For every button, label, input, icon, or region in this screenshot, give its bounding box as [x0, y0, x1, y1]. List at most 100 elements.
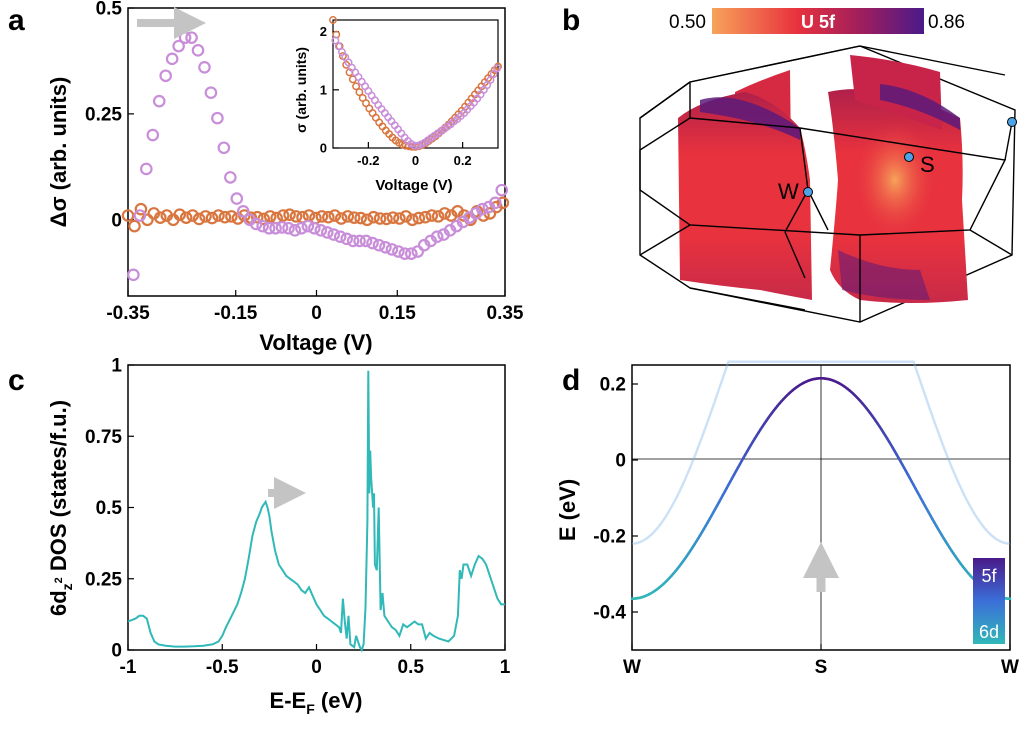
panel-a-violet-point: [206, 88, 216, 98]
panel-a-orange-point: [439, 208, 449, 218]
panel-a-violet-point: [322, 227, 332, 237]
panel-d-ytick-label: -0.2: [593, 527, 626, 548]
fermi-surface: [678, 55, 968, 303]
panel-d-xtick-label: W: [1001, 657, 1019, 678]
panel-a-violet-point: [303, 221, 313, 231]
panel-a-inset-ylabel: σ (arb. units): [293, 47, 309, 133]
panel-a-inset-xtick-label: 0.2: [454, 153, 472, 168]
panel-a-violet-point: [380, 242, 390, 252]
point-w-label: W: [778, 179, 799, 204]
panel-a-inset-xtick-label: -0.2: [357, 153, 379, 168]
panel-a-ylabel: Δσ (arb. units): [46, 77, 71, 228]
panel-a-violet-point: [283, 223, 293, 233]
colorbar-max-label: 0.86: [928, 12, 965, 33]
panel-a-violet-point: [329, 229, 339, 239]
colorbar-min-label: 0.50: [669, 12, 706, 33]
panel-c-ylabel: 6dz2 DOS (states/f.u.): [46, 400, 75, 616]
panel-a-inset-ytick-label: 1: [320, 82, 327, 97]
panel-c-ytick-label: 0.25: [85, 569, 122, 590]
panel-c-xlabel: E-EF (eV): [270, 688, 363, 717]
panel-c-ytick-label: 0.75: [85, 427, 122, 448]
panel-c-xtick-label: 1: [500, 657, 511, 678]
panel-a-orange-point: [330, 210, 340, 220]
panel-a-orange-point: [336, 213, 346, 223]
panel-d-xtick-label: S: [815, 657, 828, 678]
panel-label-b: b: [562, 4, 580, 37]
panel-a-violet-point: [316, 225, 326, 235]
panel-a-inset-xlabel: Voltage (V): [375, 177, 452, 194]
panel-c-xtick-label: 0.5: [398, 657, 425, 678]
panel-a-xtick-label: 0: [311, 303, 322, 324]
panel-a-violet-point: [219, 143, 229, 153]
panel-a-violet-point: [393, 246, 403, 256]
panel-d-ytick-label: -0.4: [593, 603, 626, 624]
panel-c-xtick-label: -1: [120, 657, 137, 678]
panel-a-violet-point: [367, 238, 377, 248]
panel-c: -1 -0.5 0 0.5 1 0 0.25 0.5 0.75 1 E-EF (eV) 6dz2 …: [46, 356, 511, 717]
panel-a-inset-xtick-label: 0: [412, 153, 419, 168]
panel-a-orange-point: [394, 213, 404, 223]
colorbar-title: U 5f: [801, 12, 836, 32]
panel-a-violet-point: [225, 172, 235, 182]
panel-a-violet-point: [167, 54, 177, 64]
panel-a-inset-ytick-label: 0: [320, 141, 327, 156]
panel-a-xtick-label: 0.35: [487, 303, 524, 324]
panel-a-orange-point: [129, 221, 139, 231]
point-s-marker: [905, 153, 914, 162]
panel-a-orange-point: [207, 213, 217, 223]
panel-a-orange-point: [181, 212, 191, 222]
panel-a-orange-point: [233, 213, 243, 223]
panel-a-violet-point: [212, 113, 222, 123]
panel-a-violet-point: [232, 193, 242, 203]
panel-a-violet-point: [141, 164, 151, 174]
panel-a-ytick-label: 0.5: [96, 0, 123, 20]
panel-a-orange-point: [433, 211, 443, 221]
panel-a-orange-point: [362, 215, 372, 225]
panel-a-violet-point: [154, 96, 164, 106]
panel-b: 0.50 U 5f 0.86: [640, 8, 1017, 322]
panel-label-c: c: [8, 364, 25, 397]
panel-a-ytick-label: 0: [111, 210, 122, 231]
panel-a-xtick-label: -0.15: [214, 303, 258, 324]
panel-a-violet-point: [199, 62, 209, 72]
panel-a-violet-point: [257, 221, 267, 231]
panel-d-xtick-label: W: [623, 657, 641, 678]
panel-label-a: a: [8, 4, 25, 37]
panel-a-violet-point: [290, 225, 300, 235]
colorbar-d-top-label: 5f: [981, 566, 997, 586]
panel-c-ytick-label: 1: [111, 356, 122, 377]
panel-a-violet-point: [374, 240, 384, 250]
panel-a-violet-point: [335, 232, 345, 242]
point-s-label: S: [920, 152, 935, 177]
panel-d-ytick-label: 0.2: [600, 375, 626, 396]
panel-a-violet-point: [186, 32, 196, 42]
panel-c-dos-line: [128, 371, 505, 650]
panel-a-violet-point: [341, 234, 351, 244]
colorbar-d-bottom-label: 6d: [979, 622, 999, 642]
panel-a-violet-point: [413, 246, 423, 256]
panel-c-xtick-label: 0: [311, 657, 322, 678]
panel-a-xlabel: Voltage (V): [259, 330, 372, 355]
panel-a-violet-point: [309, 223, 319, 233]
panel-a-xtick-label: 0.15: [379, 303, 416, 324]
panel-d-ylabel: E (eV): [555, 479, 580, 541]
panel-a-xtick-label: -0.35: [106, 303, 150, 324]
panel-d-ytick-label: 0: [615, 451, 626, 472]
point-edge-marker: [1008, 118, 1017, 127]
panel-c-frame: [128, 365, 505, 650]
panel-label-d: d: [562, 364, 580, 397]
panel-d-ticks: W S W -0.4 -0.2 0 0.2: [593, 375, 1019, 678]
panel-a-violet-point: [128, 270, 138, 280]
panel-c-ytick-label: 0.5: [96, 498, 123, 519]
panel-a-ytick-label: 0.25: [85, 105, 122, 126]
panel-d: W S W -0.4 -0.2 0 0.2 E (eV) 5f 6d: [555, 362, 1019, 678]
panel-a-violet-point: [361, 236, 371, 246]
panel-c-xtick-label: -0.5: [206, 657, 239, 678]
panel-c-ytick-label: 0: [111, 641, 122, 662]
panel-a-orange-point: [226, 211, 236, 221]
point-w-marker: [804, 188, 813, 197]
panel-a-violet-point: [193, 45, 203, 55]
